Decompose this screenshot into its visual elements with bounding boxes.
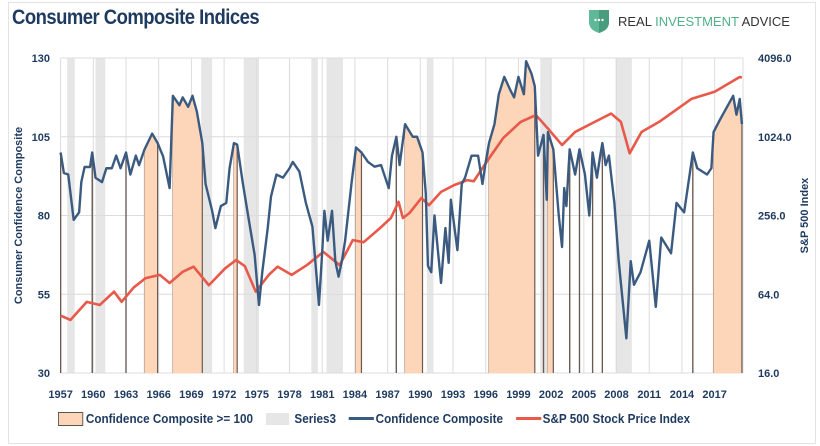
x-tick-label: 1969 [179,389,203,401]
x-tick-label: 1996 [473,389,497,401]
shade-area [179,97,183,374]
shade-area [192,95,198,374]
y2-axis-label: S&P 500 Index [799,177,811,253]
chart-title: Consumer Composite Indices [12,6,260,29]
legend-swatch-sp500 [515,417,541,420]
confidence-line [59,59,744,340]
y-tick-label: 130 [32,53,50,65]
y-tick-label: 105 [32,132,50,144]
legend-item-series3: Series3 [265,411,337,426]
shade-area [498,76,505,374]
logo: REAL INVESTMENT ADVICE [588,8,790,34]
y2-tick-label: 1024.0 [758,132,792,144]
x-tick-label: 2014 [670,389,695,401]
legend-item-shade: Confidence Composite >= 100 [58,411,253,426]
x-tick-label: 1987 [375,389,399,401]
legend-swatch-series3 [265,412,290,425]
shade-area [547,131,554,374]
legend-item-confidence: Confidence Composite [348,411,504,426]
x-tick-label: 1963 [114,389,138,401]
x-tick-label: 2005 [572,389,596,401]
shade-area [488,124,495,374]
shade-area [525,61,532,374]
shade-area [736,98,740,374]
shade-area [724,94,734,374]
shade-area [713,119,721,374]
y2-tick-label: 256.0 [758,211,786,223]
shade-area [172,94,180,374]
shade-area [412,136,418,374]
legend-label: Confidence Composite >= 100 [85,411,254,426]
legend: Confidence Composite >= 100 Series3 Conf… [58,411,703,426]
shade-area [196,111,203,374]
x-tick-label: 1990 [408,389,432,401]
x-tick-label: 1981 [310,389,334,401]
shade-area [404,123,413,374]
x-tick-label: 1978 [277,389,301,401]
x-tick-label: 2002 [539,389,563,401]
legend-item-sp500: S&P 500 Stock Price Index [515,411,691,426]
x-tick-label: 1957 [48,389,72,401]
shade-area [719,110,725,374]
y2-tick-label: 4096.0 [758,53,792,65]
x-tick-label: 2008 [604,389,628,401]
x-tick-label: 1999 [506,389,530,401]
y2-tick-label: 64.0 [758,289,779,301]
logo-text-investment: INVESTMENT [655,13,739,29]
shade-area [416,136,423,374]
y-axis-label: Consumer Confidence Composite [13,127,25,304]
shade-area [187,95,193,374]
chart-frame [8,2,816,444]
x-tick-label: 1966 [146,389,170,401]
x-tick-label: 1984 [343,389,368,401]
y2-tick-label: 16.0 [758,368,779,380]
shade-area [732,95,737,374]
legend-label: Series3 [294,411,337,426]
shade-area [523,61,527,374]
logo-text-real: REAL [618,13,652,29]
legend-label: Confidence Composite [375,411,504,426]
x-tick-label: 1975 [245,389,269,401]
shade-area [144,133,153,374]
x-tick-label: 1972 [212,389,236,401]
legend-label: S&P 500 Stock Price Index [542,411,691,426]
shade-area [151,132,158,374]
x-tick-label: 1993 [441,389,465,401]
x-tick-label: 1960 [81,389,105,401]
x-tick-label: 2011 [637,389,661,401]
shade-area [355,146,362,374]
shield-chat-icon [589,10,609,33]
y-tick-label: 80 [38,211,50,223]
logo-text-advice: ADVICE [741,13,790,29]
legend-swatch-shade [58,411,84,426]
shade-area [510,90,515,374]
shade-area [513,76,519,374]
shade-area [494,94,500,374]
shade-area [182,96,189,374]
y-tick-label: 55 [38,289,50,301]
y-tick-label: 30 [38,368,50,380]
sp500-line [60,75,743,322]
legend-swatch-confidence [348,417,374,420]
x-tick-label: 2017 [702,389,726,401]
shade-area [504,76,512,374]
